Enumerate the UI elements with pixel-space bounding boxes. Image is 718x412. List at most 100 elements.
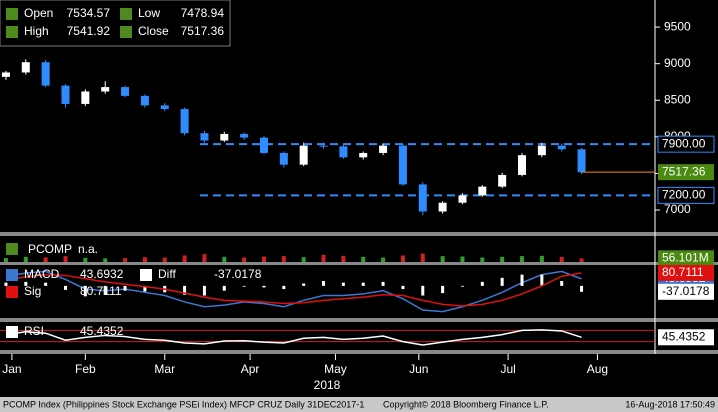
candle-body [319,145,328,147]
diff-bar [282,285,286,290]
legend-name: High [24,24,49,38]
diff-bar [202,285,206,296]
volume-last-label: 56.101M [662,251,709,265]
legend-box [0,0,231,47]
legend-name: Close [138,24,169,38]
x-axis-title: 2018 [314,378,341,392]
legend-name: RSI [24,324,44,338]
volume-bar [539,255,544,262]
diff-bar [341,282,345,286]
diff-bar [222,285,226,291]
series-line [5,329,582,346]
volume-bar [381,257,386,262]
legend-swatch [120,26,132,38]
level-label: 7200.00 [662,188,706,202]
volume-last-label-box [658,250,714,267]
volume-bar [83,257,88,262]
volume-bar [301,257,306,262]
volume-bar [43,257,48,262]
candle-body [81,91,90,104]
legend-swatch [6,26,18,38]
legend-value: 80.7111 [80,284,122,298]
volume-bar [460,256,465,262]
diff-bar [103,285,107,295]
legend-name: Low [138,6,160,20]
candle-body [21,62,30,73]
candle-body [121,87,130,96]
y-tick-label: 9500 [664,19,691,33]
last-price-label: 7517.36 [662,164,706,178]
level-label: 7900.00 [662,136,706,150]
volume-bar [103,258,108,262]
x-tick-label: Jan [2,362,21,376]
candle-body [398,145,407,185]
footer-left: PCOMP Index (Philippines Stock Exchange … [3,399,364,409]
candle-body [537,145,546,156]
legend-value: -37.0178 [214,267,262,281]
diff-bar [480,281,484,286]
legend-value: n.a. [78,242,98,256]
legend-value: 7517.36 [181,24,225,38]
candle-body [101,87,110,92]
candle-body [140,95,149,106]
volume-bar [520,256,525,262]
footer-right: 16-Aug-2018 17:50:49 [625,399,715,409]
panel-separator [0,262,718,265]
last-value-label: 45.4352 [662,329,706,343]
volume-bar [63,256,68,262]
candle-body [240,133,249,138]
volume-bar [202,254,207,262]
legend-name: Diff [158,267,176,281]
diff-bar [381,281,385,286]
volume-bar [480,257,485,262]
volume-bar [361,256,366,262]
legend-value: 7534.57 [67,6,111,20]
x-tick-label: Jul [500,362,515,376]
legend-swatch [6,8,18,20]
x-tick-label: Jun [409,362,428,376]
legend-value: 45.4352 [80,324,124,338]
last-price-label-box [658,164,714,181]
volume-bar [440,256,445,262]
diff-bar [560,281,564,286]
x-tick-label: Feb [75,362,96,376]
diff-bar [540,274,544,286]
diff-bar [4,282,8,286]
x-tick-label: Aug [587,362,608,376]
legend-name: PCOMP [28,242,72,256]
volume-bar [142,257,147,262]
y-tick-label: 7000 [664,202,691,216]
legend-value: 7478.94 [181,6,225,20]
last-value-label-box [658,283,714,300]
diff-bar [302,283,306,286]
volume-bar [281,256,286,262]
series-line [5,272,582,307]
volume-bar [500,256,505,262]
legend-value: 43.6932 [80,267,124,281]
volume-bar [182,255,187,262]
volume-bar [222,256,227,262]
x-tick-label: May [324,362,347,376]
diff-bar [401,285,405,290]
diff-bar [520,274,524,286]
legend-value: 7541.92 [67,24,111,38]
candle-body [1,72,10,77]
diff-bar [83,285,87,297]
diff-bar [44,282,48,286]
x-tick-label: Mar [154,362,175,376]
panel-separator [0,232,718,236]
panel-separator [0,318,718,322]
diff-bar [242,285,246,287]
volume-bar [242,257,247,262]
last-value-label-box [658,264,714,281]
candle-body [299,145,308,165]
candle-body [41,62,50,86]
volume-bar [321,254,326,262]
last-value-label: -37.0178 [662,284,710,298]
y-tick-label: 9000 [664,56,691,70]
diff-bar [262,285,266,288]
last-value-label: 80.7111 [662,265,704,279]
candle-body [180,109,189,134]
